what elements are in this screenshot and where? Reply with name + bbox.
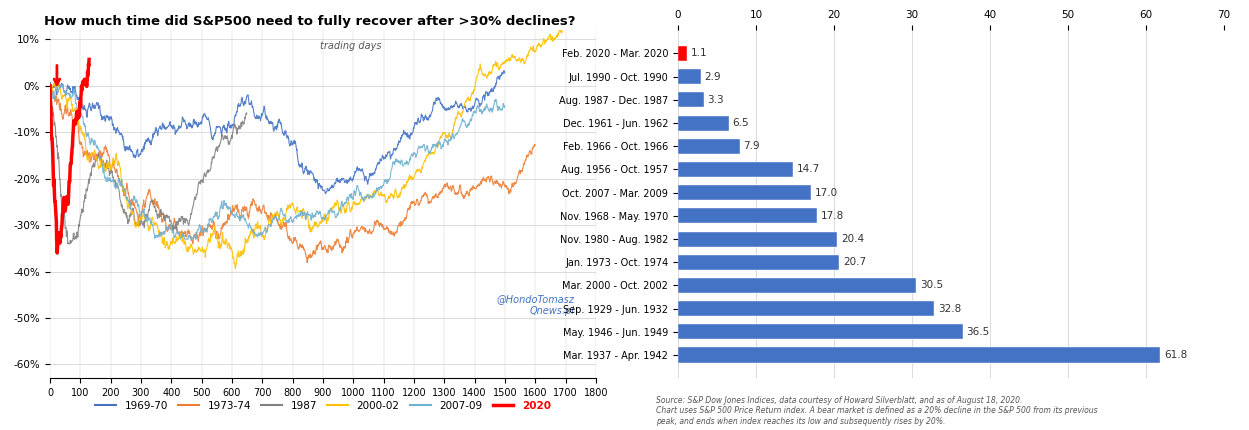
Bar	[678, 255, 839, 270]
Text: 1.1: 1.1	[691, 49, 707, 58]
Text: 61.8: 61.8	[1164, 350, 1188, 360]
Text: @HondoTomasz
Qnews.pl: @HondoTomasz Qnews.pl	[496, 294, 575, 316]
Text: 36.5: 36.5	[967, 327, 990, 337]
Text: 6.5: 6.5	[733, 118, 749, 128]
Text: 20.4: 20.4	[841, 234, 864, 244]
Text: 30.5: 30.5	[919, 280, 943, 290]
Bar	[678, 301, 934, 316]
Legend: 1969-70, 1973-74, 1987, 2000-02, 2007-09, 2020: 1969-70, 1973-74, 1987, 2000-02, 2007-09…	[91, 396, 555, 415]
Bar	[678, 208, 817, 224]
Text: 7.9: 7.9	[743, 141, 761, 151]
Bar	[678, 92, 703, 108]
Bar	[678, 185, 811, 200]
Text: How much time did S&P500 need to fully recover after >30% declines?: How much time did S&P500 need to fully r…	[45, 15, 576, 28]
Text: trading days: trading days	[320, 40, 381, 51]
Bar	[678, 231, 837, 246]
Text: 32.8: 32.8	[938, 304, 960, 313]
Text: 20.7: 20.7	[843, 257, 867, 267]
Bar	[678, 116, 728, 131]
Text: 2.9: 2.9	[704, 72, 721, 82]
Bar	[678, 162, 793, 177]
Bar	[678, 46, 687, 61]
Text: 14.7: 14.7	[797, 164, 819, 175]
Bar	[678, 139, 739, 154]
Bar	[678, 69, 701, 84]
Text: Source: S&P Dow Jones Indices, data courtesy of Howard Silverblatt, and as of Au: Source: S&P Dow Jones Indices, data cour…	[656, 396, 1098, 426]
Text: 17.0: 17.0	[814, 187, 838, 198]
Bar	[678, 324, 963, 339]
Text: 17.8: 17.8	[821, 211, 844, 221]
Bar	[678, 278, 916, 293]
Bar	[678, 347, 1160, 362]
Text: 3.3: 3.3	[708, 95, 724, 105]
